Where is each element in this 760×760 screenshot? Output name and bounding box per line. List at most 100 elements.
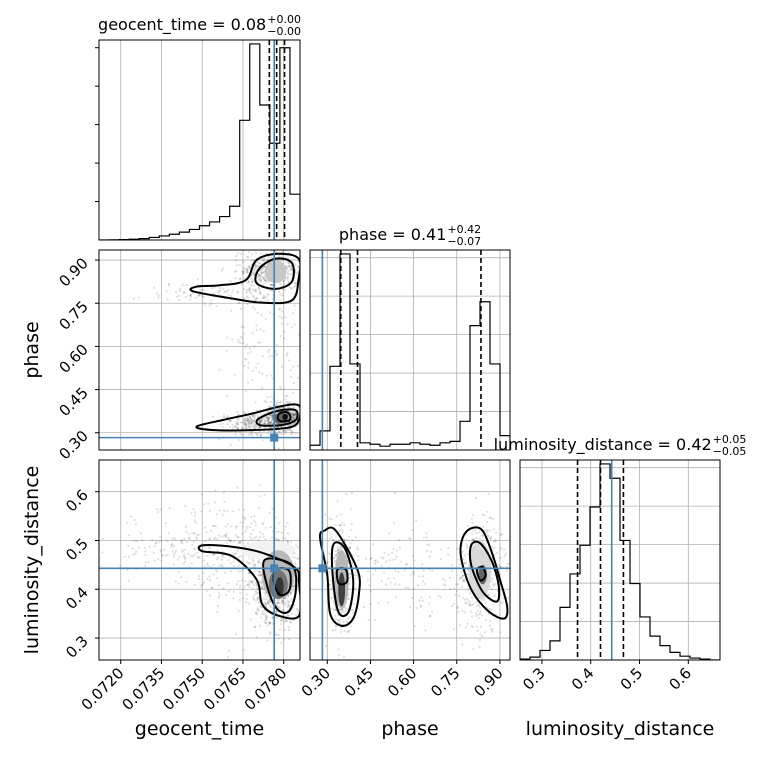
sample-point — [247, 420, 251, 424]
sample-point — [481, 534, 484, 537]
sample-point — [458, 624, 461, 627]
sample-point — [280, 531, 283, 534]
sample-point — [258, 279, 261, 282]
sample-point — [238, 541, 241, 544]
sample-point — [239, 570, 242, 573]
sample-point — [243, 419, 246, 422]
sample-point — [369, 590, 373, 593]
sample-point — [220, 564, 223, 567]
sample-point — [346, 620, 349, 623]
sample-point — [264, 279, 267, 282]
sample-point — [486, 528, 489, 532]
sample-point — [254, 612, 257, 615]
sample-point — [464, 561, 467, 564]
sample-point — [205, 590, 208, 593]
sample-point — [243, 423, 246, 426]
sample-point — [132, 297, 135, 301]
sample-point — [335, 553, 338, 556]
sample-point — [488, 516, 491, 520]
sample-point — [254, 569, 257, 572]
sample-point — [468, 602, 472, 605]
sample-point — [239, 421, 242, 424]
sample-point — [248, 266, 251, 269]
sample-point — [259, 434, 262, 437]
sample-point — [160, 553, 164, 556]
sample-point — [287, 601, 291, 604]
sample-point — [290, 412, 293, 415]
sample-point — [234, 425, 237, 428]
sample-point — [372, 573, 375, 576]
sample-point — [198, 294, 201, 297]
contour-phase-vs-luminosity_distance-0 — [319, 526, 361, 627]
sample-point — [305, 367, 307, 369]
sample-point — [300, 263, 302, 265]
sample-point — [456, 607, 459, 610]
sample-point — [227, 289, 230, 292]
sample-point — [127, 534, 130, 537]
sample-point — [339, 546, 343, 549]
sample-point — [383, 551, 386, 554]
sample-point — [305, 440, 307, 442]
title-lower-phase: −0.07 — [447, 235, 481, 248]
sample-point — [258, 420, 262, 424]
sample-point — [314, 269, 316, 271]
sample-point — [266, 419, 270, 422]
sample-point — [467, 553, 470, 556]
sample-point — [229, 570, 233, 573]
sample-point — [241, 337, 244, 340]
sample-point — [419, 605, 422, 608]
sample-point — [280, 619, 283, 622]
x-tick-label-phase: 0.60 — [384, 664, 420, 700]
sample-point — [447, 553, 450, 556]
sample-point — [245, 423, 249, 426]
sample-point — [214, 525, 217, 528]
sample-point — [380, 565, 383, 568]
sample-point — [198, 577, 201, 581]
sample-point — [248, 582, 251, 585]
sample-point — [225, 536, 228, 539]
sample-point — [237, 564, 240, 567]
sample-point — [196, 278, 199, 281]
sample-point — [235, 269, 238, 273]
sample-point — [183, 291, 186, 294]
sample-point — [269, 621, 272, 625]
sample-point — [497, 564, 500, 567]
sample-point — [257, 560, 260, 563]
x-tick-label-phase: 0.45 — [341, 664, 377, 700]
x-tick-label-luminosity_distance: 0.5 — [617, 664, 647, 694]
sample-point — [135, 550, 138, 553]
sample-point — [212, 573, 215, 576]
sample-point — [289, 267, 292, 270]
sample-point — [251, 378, 254, 381]
sample-point — [278, 634, 281, 637]
sample-point — [479, 633, 482, 636]
sample-point — [244, 411, 247, 414]
sample-point — [285, 254, 288, 257]
sample-point — [464, 626, 467, 629]
sample-point — [233, 552, 236, 556]
sample-point — [259, 434, 262, 437]
sample-point — [281, 316, 284, 320]
sample-point — [425, 532, 428, 535]
sample-point — [227, 538, 230, 542]
sample-point — [484, 619, 488, 622]
sample-point — [268, 423, 271, 426]
sample-point — [157, 294, 160, 297]
sample-point — [264, 621, 267, 624]
contour-geocent_time-vs-phase-2 — [276, 410, 292, 423]
sample-point — [245, 426, 248, 429]
sample-point — [489, 585, 492, 589]
sample-point — [269, 283, 272, 286]
sample-point — [256, 592, 259, 595]
title-luminosity_distance: luminosity_distance = 0.42 +0.05−0.05 — [494, 433, 747, 458]
sample-point — [126, 568, 129, 571]
sample-point — [332, 596, 335, 599]
sample-point — [222, 413, 225, 416]
sample-point — [342, 655, 345, 658]
sample-point — [286, 521, 289, 525]
sample-point — [181, 283, 184, 286]
sample-point — [292, 417, 295, 420]
sample-point — [232, 590, 235, 593]
sample-point — [254, 563, 257, 567]
sample-point — [267, 292, 270, 295]
